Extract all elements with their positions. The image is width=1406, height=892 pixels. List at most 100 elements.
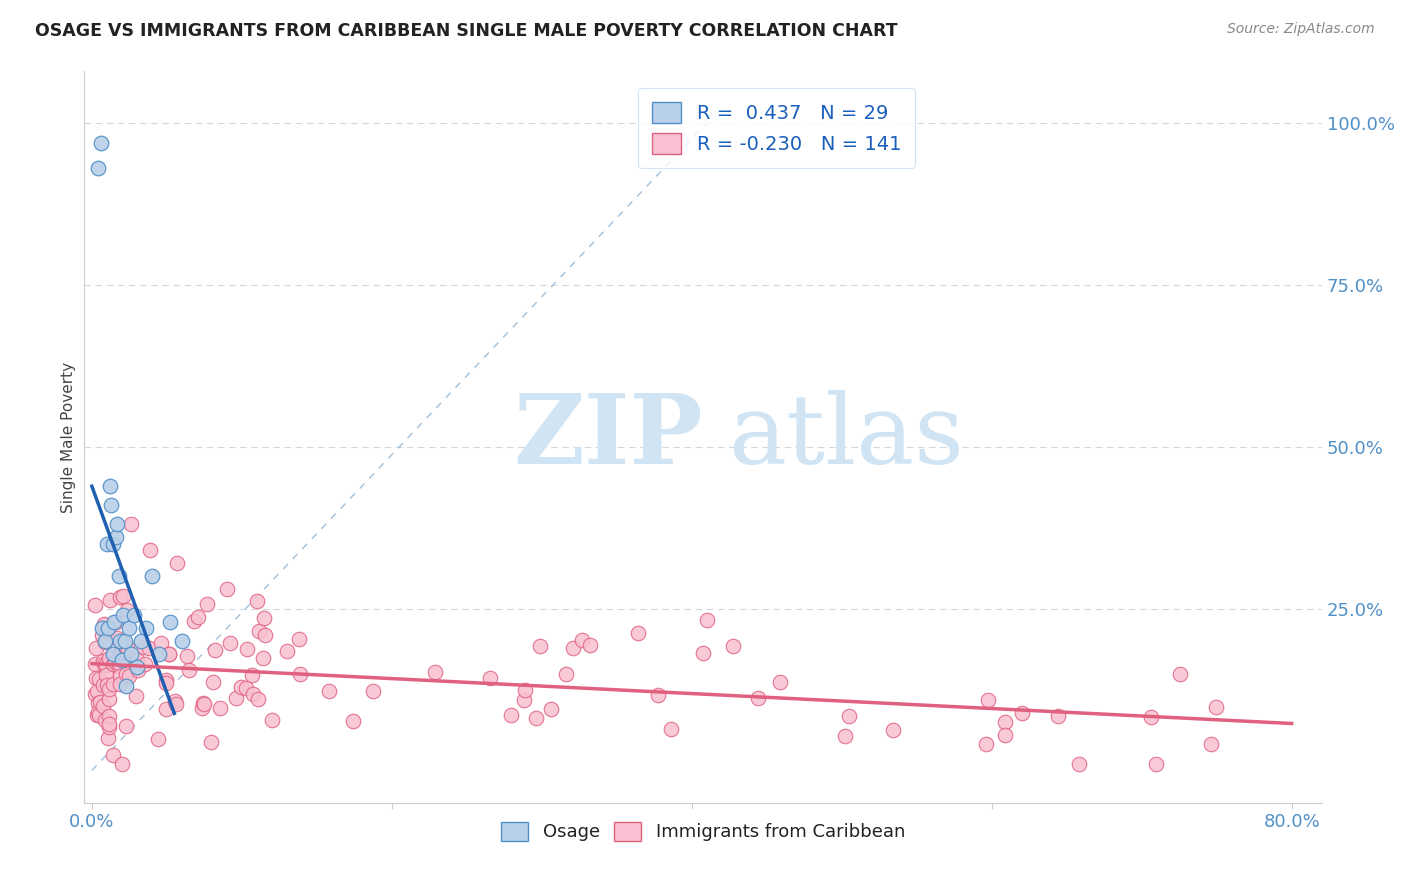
Point [661,722,683,736]
Point [501,708,523,723]
Point [195,597,218,611]
Point [101,657,124,671]
Point [647,689,669,703]
Point [529,640,551,654]
Point [122,608,145,623]
Point [96,537,118,551]
Point [93,713,115,727]
Point [361,683,384,698]
Point [91,678,114,692]
Point [247,624,270,639]
Point [515,682,537,697]
Point [94,658,117,673]
Point [97,650,120,665]
Point [723,639,745,653]
Point [769,675,792,690]
Point [91,654,114,668]
Point [93,617,115,632]
Point [115,719,138,733]
Point [276,644,298,658]
Legend: Osage, Immigrants from Caribbean: Osage, Immigrants from Caribbean [494,814,912,848]
Point [110,634,132,648]
Point [696,613,718,627]
Point [148,647,170,661]
Point [110,590,132,604]
Point [114,634,136,648]
Point [170,634,193,648]
Point [83,687,105,701]
Point [231,680,253,694]
Point [84,599,107,613]
Point [247,692,270,706]
Point [747,691,769,706]
Point [141,569,163,583]
Point [84,657,107,672]
Point [190,701,212,715]
Point [87,161,110,176]
Point [252,651,274,665]
Point [101,647,124,661]
Point [115,667,138,681]
Point [157,647,180,661]
Point [200,735,222,749]
Point [118,621,141,635]
Point [253,628,276,642]
Point [103,655,125,669]
Point [166,557,188,571]
Text: OSAGE VS IMMIGRANTS FROM CARIBBEAN SINGLE MALE POVERTY CORRELATION CHART: OSAGE VS IMMIGRANTS FROM CARIBBEAN SINGL… [35,22,898,40]
Point [554,666,576,681]
Point [149,636,172,650]
Point [1144,756,1167,771]
Point [994,728,1017,742]
Point [561,641,583,656]
Point [96,624,118,638]
Point [240,668,263,682]
Point [93,617,115,632]
Point [209,701,232,715]
Point [163,694,186,708]
Point [91,621,114,635]
Point [187,610,209,624]
Point [111,653,134,667]
Point [101,537,124,551]
Point [105,632,128,646]
Point [111,756,134,771]
Point [104,530,127,544]
Point [318,684,340,698]
Point [425,665,447,679]
Point [204,643,226,657]
Point [91,628,114,642]
Point [112,589,135,603]
Point [115,679,138,693]
Point [1168,666,1191,681]
Point [84,671,107,685]
Point [994,714,1017,729]
Point [692,646,714,660]
Point [976,693,998,707]
Point [110,642,132,657]
Point [87,708,110,723]
Point [97,692,120,706]
Point [1205,699,1227,714]
Point [103,615,125,629]
Point [127,663,149,677]
Point [159,615,181,629]
Point [110,676,132,690]
Point [139,543,162,558]
Point [94,635,117,649]
Point [101,677,124,691]
Point [138,641,160,656]
Point [179,664,201,678]
Point [176,648,198,663]
Point [105,615,128,629]
Point [288,632,311,646]
Point [107,659,129,673]
Point [215,582,238,597]
Point [131,634,153,648]
Point [135,621,157,635]
Point [117,640,139,655]
Point [134,657,156,671]
Point [1047,709,1070,723]
Point [110,646,132,660]
Point [253,611,276,625]
